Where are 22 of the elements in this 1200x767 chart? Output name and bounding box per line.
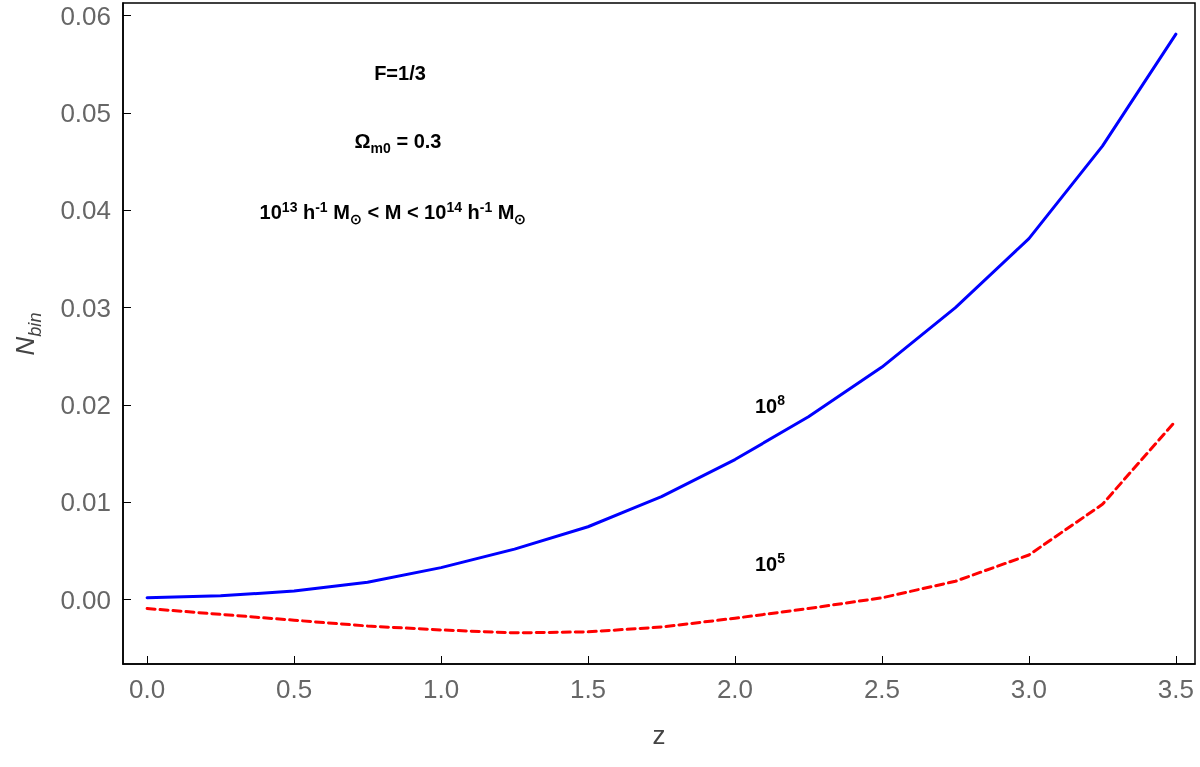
x-tick-label: 3.5 xyxy=(1157,674,1194,704)
y-tick-label: 0.01 xyxy=(60,487,111,518)
y-tick-label: 0.05 xyxy=(60,98,111,128)
y-tick-label: 0.02 xyxy=(60,390,111,421)
y-tick-label: 0.03 xyxy=(60,292,111,323)
y-tick-label: 0.06 xyxy=(60,0,111,31)
series-label: 10$^{8}$ xyxy=(754,391,785,418)
x-tick-label: 0.0 xyxy=(129,674,166,704)
x-tick-label: 0.5 xyxy=(276,674,313,704)
x-tick-label: 1.5 xyxy=(569,674,607,704)
line-series xyxy=(145,32,1178,600)
series-label: 10$^{5}$ xyxy=(754,550,785,577)
x-tick-label: 1.0 xyxy=(422,674,460,704)
annotation: Ω$_{m0}$ = 0.3 xyxy=(354,130,442,156)
x-tick-label: 2.0 xyxy=(716,674,754,704)
x-tick-label: 2.5 xyxy=(863,674,901,704)
y-tick-label: 0.04 xyxy=(60,195,111,226)
text: 10$^{13}$ h$^{-1}$ M$_{⊙}$ < M < 10$^{14}$ h$^{-1}$ M$_{⊙}$ xyxy=(259,198,527,228)
x-tick-label: 3.0 xyxy=(1010,674,1047,704)
annotation: F=1/3 xyxy=(374,61,426,85)
y-tick-label: 0.00 xyxy=(60,584,111,615)
x-axis-title: z xyxy=(652,719,666,751)
